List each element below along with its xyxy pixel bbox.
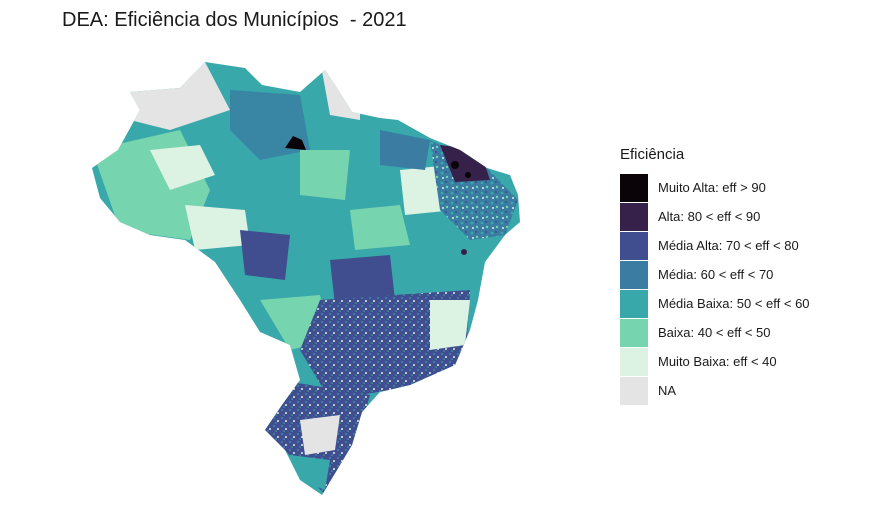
legend-swatch — [620, 202, 648, 231]
legend-swatch — [620, 376, 648, 405]
legend-swatch — [620, 260, 648, 289]
legend-label: Muito Baixa: eff < 40 — [658, 354, 777, 369]
legend-swatch — [620, 347, 648, 376]
legend-swatch — [620, 231, 648, 260]
legend-swatch — [620, 289, 648, 318]
legend-label: Alta: 80 < eff < 90 — [658, 209, 761, 224]
legend-item: Baixa: 40 < eff < 50 — [620, 318, 810, 347]
legend-label: NA — [658, 383, 677, 398]
legend-item: Muito Baixa: eff < 40 — [620, 347, 810, 376]
legend-item: Muito Alta: eff > 90 — [620, 173, 810, 202]
legend-item: Média: 60 < eff < 70 — [620, 260, 810, 289]
legend-item: Alta: 80 < eff < 90 — [620, 202, 810, 231]
chart-title: DEA: Eficiência dos Municípios - 2021 — [62, 9, 407, 31]
legend-swatch — [620, 173, 648, 202]
municipality-fill — [92, 62, 520, 495]
legend-title: Eficiência — [620, 146, 685, 163]
legend-item: NA — [620, 376, 810, 405]
legend-label: Muito Alta: eff > 90 — [658, 180, 766, 195]
legend-item: Média Alta: 70 < eff < 80 — [620, 231, 810, 260]
legend: Eficiência Muito Alta: eff > 90 Alta: 80 … — [620, 146, 810, 405]
legend-items: Muito Alta: eff > 90 Alta: 80 < eff < 90 M… — [620, 173, 810, 405]
legend-label: Baixa: 40 < eff < 50 — [658, 325, 771, 340]
legend-label: Média Baixa: 50 < eff < 60 — [658, 296, 810, 311]
legend-item: Média Baixa: 50 < eff < 60 — [620, 289, 810, 318]
legend-swatch — [620, 318, 648, 347]
legend-label: Média Alta: 70 < eff < 80 — [658, 238, 799, 253]
legend-label: Média: 60 < eff < 70 — [658, 267, 774, 282]
